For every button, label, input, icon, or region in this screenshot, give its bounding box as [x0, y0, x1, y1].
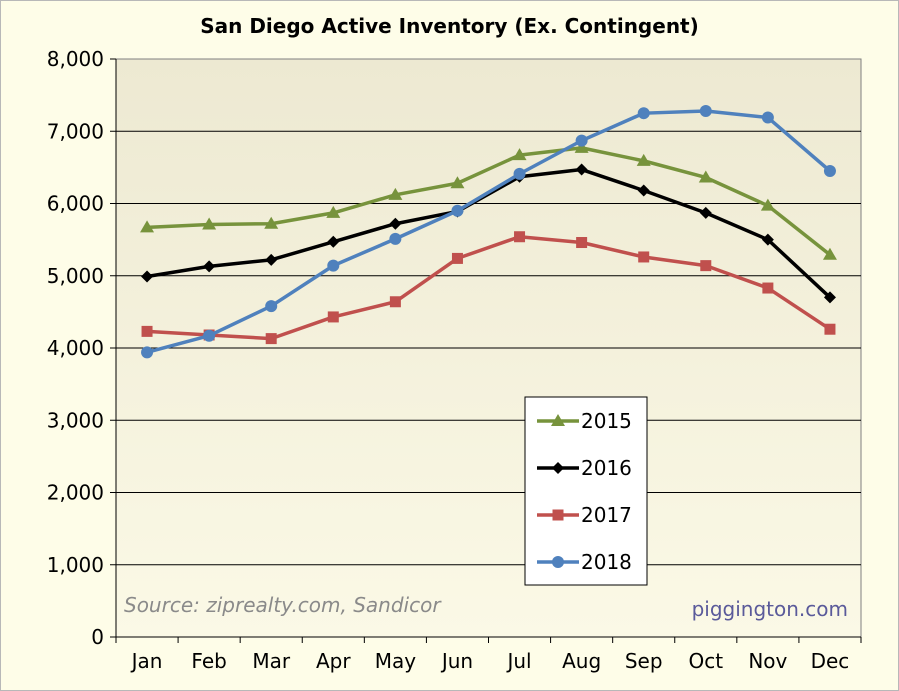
data-point-2018: [265, 300, 278, 313]
data-point-2018: [823, 164, 836, 177]
legend-label: 2016: [581, 456, 632, 480]
data-point-2016: [203, 260, 216, 273]
x-tick-label: Apr: [316, 649, 351, 673]
data-point-2017: [141, 325, 153, 337]
y-tick-label: 5,000: [47, 264, 104, 288]
data-point-2016: [575, 163, 588, 176]
data-point-2016: [265, 253, 278, 266]
legend-box: [524, 396, 648, 586]
data-point-2017: [451, 252, 463, 264]
series-group: [140, 105, 837, 359]
data-point-2015: [264, 216, 279, 229]
data-point-2017: [576, 237, 588, 249]
data-point-2015: [822, 247, 837, 260]
data-point-2015: [512, 148, 527, 161]
data-point-2017: [762, 282, 774, 294]
data-point-2017: [514, 231, 526, 243]
data-point-2015: [140, 220, 155, 233]
data-point-2018: [327, 259, 340, 272]
x-tick-label: Sep: [625, 649, 663, 673]
x-tick-label: Oct: [688, 649, 723, 673]
legend-marker: [552, 462, 564, 474]
x-tick-label: Aug: [562, 649, 601, 673]
y-tick-label: 1,000: [47, 553, 104, 577]
x-tick-label: Feb: [191, 649, 226, 673]
series-2015: [140, 140, 837, 260]
y-tick-label: 2,000: [47, 481, 104, 505]
x-axis-ticks: Jan Feb Mar Apr May Jun Jul Aug Sep Oct Nov Dec: [115, 637, 862, 673]
y-tick-label: 6,000: [47, 192, 104, 216]
data-point-2016: [327, 235, 340, 248]
data-point-2016: [699, 206, 712, 219]
data-point-2018: [637, 107, 650, 120]
data-point-2018: [389, 232, 402, 245]
data-point-2017: [265, 333, 277, 345]
x-tick-label: Jan: [130, 649, 163, 673]
chart-title: San Diego Active Inventory (Ex. Continge…: [200, 14, 699, 38]
data-point-2015: [636, 153, 651, 166]
data-point-2016: [761, 233, 774, 246]
y-axis-ticks: 0 1,000 2,000 3,000 4,000 5,000 6,000 7,000 8,00…: [47, 47, 116, 649]
data-point-2018: [513, 167, 526, 180]
legend-marker: [551, 414, 565, 426]
legend-label: 2018: [581, 550, 632, 574]
x-tick-label: Dec: [811, 649, 850, 673]
legend: 2015 2016 2017 2018: [524, 396, 648, 586]
x-tick-label: May: [375, 649, 417, 673]
data-point-2017: [327, 311, 339, 323]
y-tick-label: 4,000: [47, 336, 104, 360]
data-point-2015: [698, 170, 713, 183]
data-point-2018: [451, 204, 464, 217]
data-point-2015: [574, 140, 589, 153]
series-line-2015: [146, 146, 832, 257]
legend-marker: [552, 556, 564, 568]
data-point-2018: [203, 329, 216, 342]
y-tick-label: 7,000: [47, 119, 104, 143]
legend-label: 2017: [581, 503, 632, 527]
y-tick-label: 0: [91, 625, 104, 649]
data-point-2015: [326, 205, 341, 218]
x-tick-label: Jun: [440, 649, 473, 673]
series-line-2017: [146, 234, 831, 341]
x-tick-label: Mar: [252, 649, 291, 673]
data-point-2015: [760, 198, 775, 211]
data-point-2017: [389, 296, 401, 308]
credit-annotation: piggington.com: [692, 597, 848, 621]
legend-marker: [552, 509, 564, 521]
data-point-2016: [141, 270, 154, 283]
data-point-2018: [141, 346, 154, 359]
x-tick-label: Jul: [505, 649, 531, 673]
data-point-2017: [700, 260, 712, 272]
source-annotation: Source: ziprealty.com, Sandicor: [124, 593, 442, 617]
data-point-2018: [761, 111, 774, 124]
data-point-2016: [389, 217, 402, 230]
data-point-2016: [823, 291, 836, 304]
data-point-2015: [202, 217, 217, 230]
legend-label: 2015: [581, 409, 632, 433]
data-point-2017: [824, 323, 836, 335]
data-point-2018: [575, 134, 588, 147]
x-tick-label: Nov: [748, 649, 787, 673]
data-point-2015: [388, 187, 403, 200]
y-tick-label: 8,000: [47, 47, 104, 71]
data-point-2015: [450, 176, 465, 189]
series-2018: [141, 105, 836, 359]
data-point-2018: [699, 105, 712, 118]
data-point-2017: [638, 251, 650, 263]
y-tick-label: 3,000: [47, 408, 104, 432]
series-line-2018: [146, 109, 832, 355]
data-point-2016: [637, 184, 650, 197]
